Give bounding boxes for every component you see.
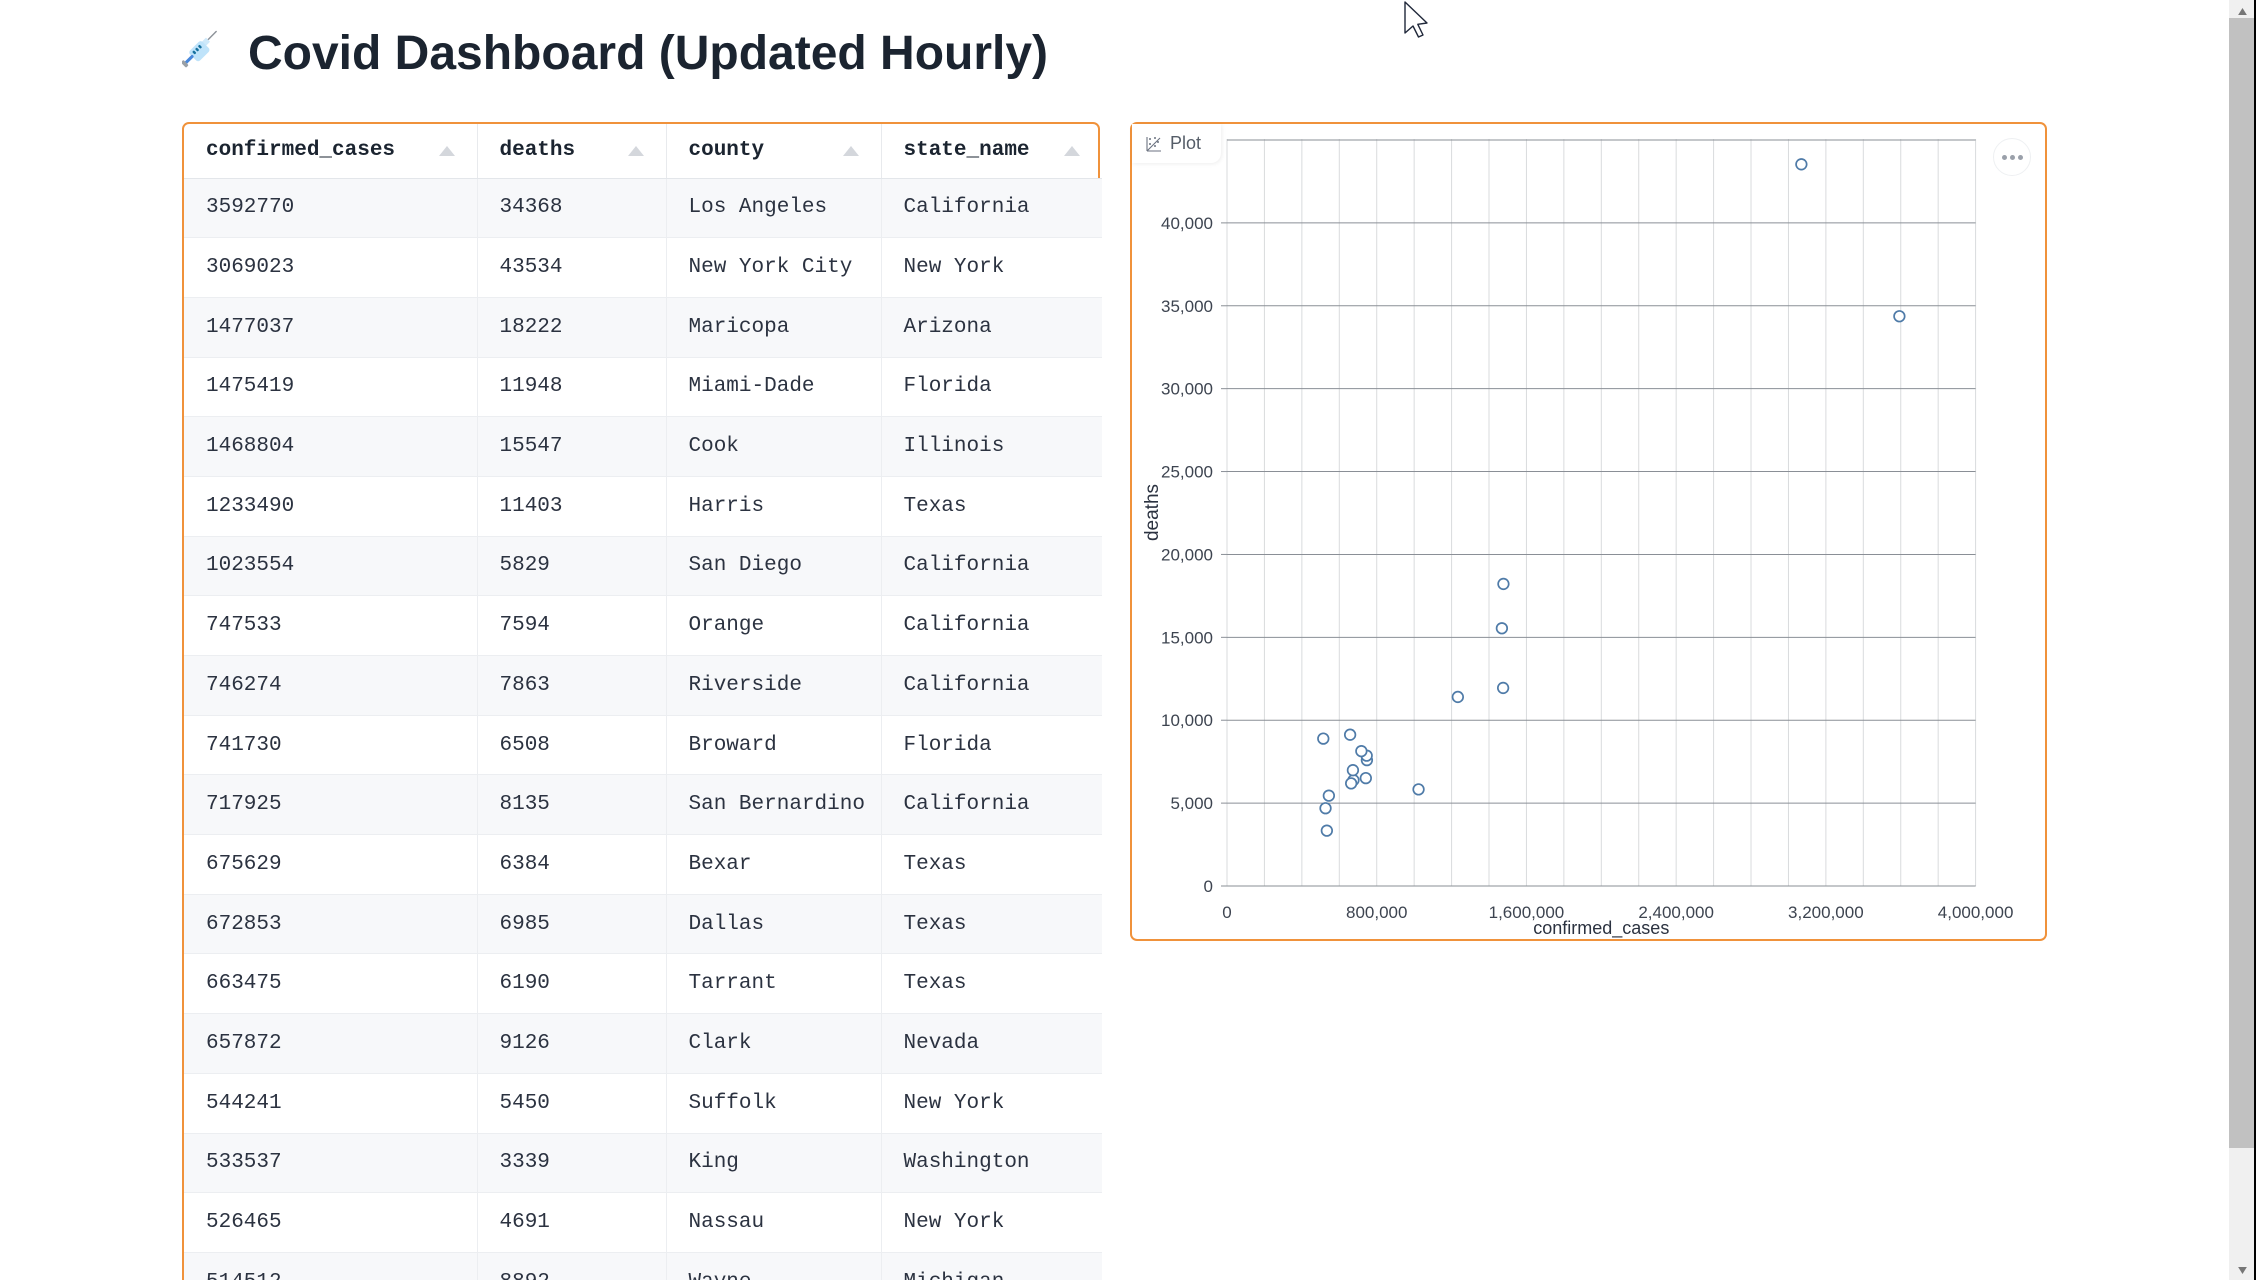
svg-text:deaths: deaths	[1142, 484, 1163, 541]
svg-text:0: 0	[1222, 903, 1231, 922]
svg-text:20,000: 20,000	[1161, 545, 1213, 564]
svg-text:4,000,000: 4,000,000	[1938, 903, 2014, 922]
svg-text:25,000: 25,000	[1161, 463, 1213, 482]
svg-text:3,200,000: 3,200,000	[1788, 903, 1864, 922]
svg-text:confirmed_cases: confirmed_cases	[1533, 918, 1669, 939]
svg-text:15,000: 15,000	[1161, 628, 1213, 647]
svg-text:35,000: 35,000	[1161, 297, 1213, 316]
svg-text:30,000: 30,000	[1161, 380, 1213, 399]
svg-text:800,000: 800,000	[1346, 903, 1407, 922]
svg-text:40,000: 40,000	[1161, 214, 1213, 233]
svg-text:10,000: 10,000	[1161, 711, 1213, 730]
svg-text:0: 0	[1204, 877, 1213, 896]
svg-text:5,000: 5,000	[1170, 794, 1213, 813]
